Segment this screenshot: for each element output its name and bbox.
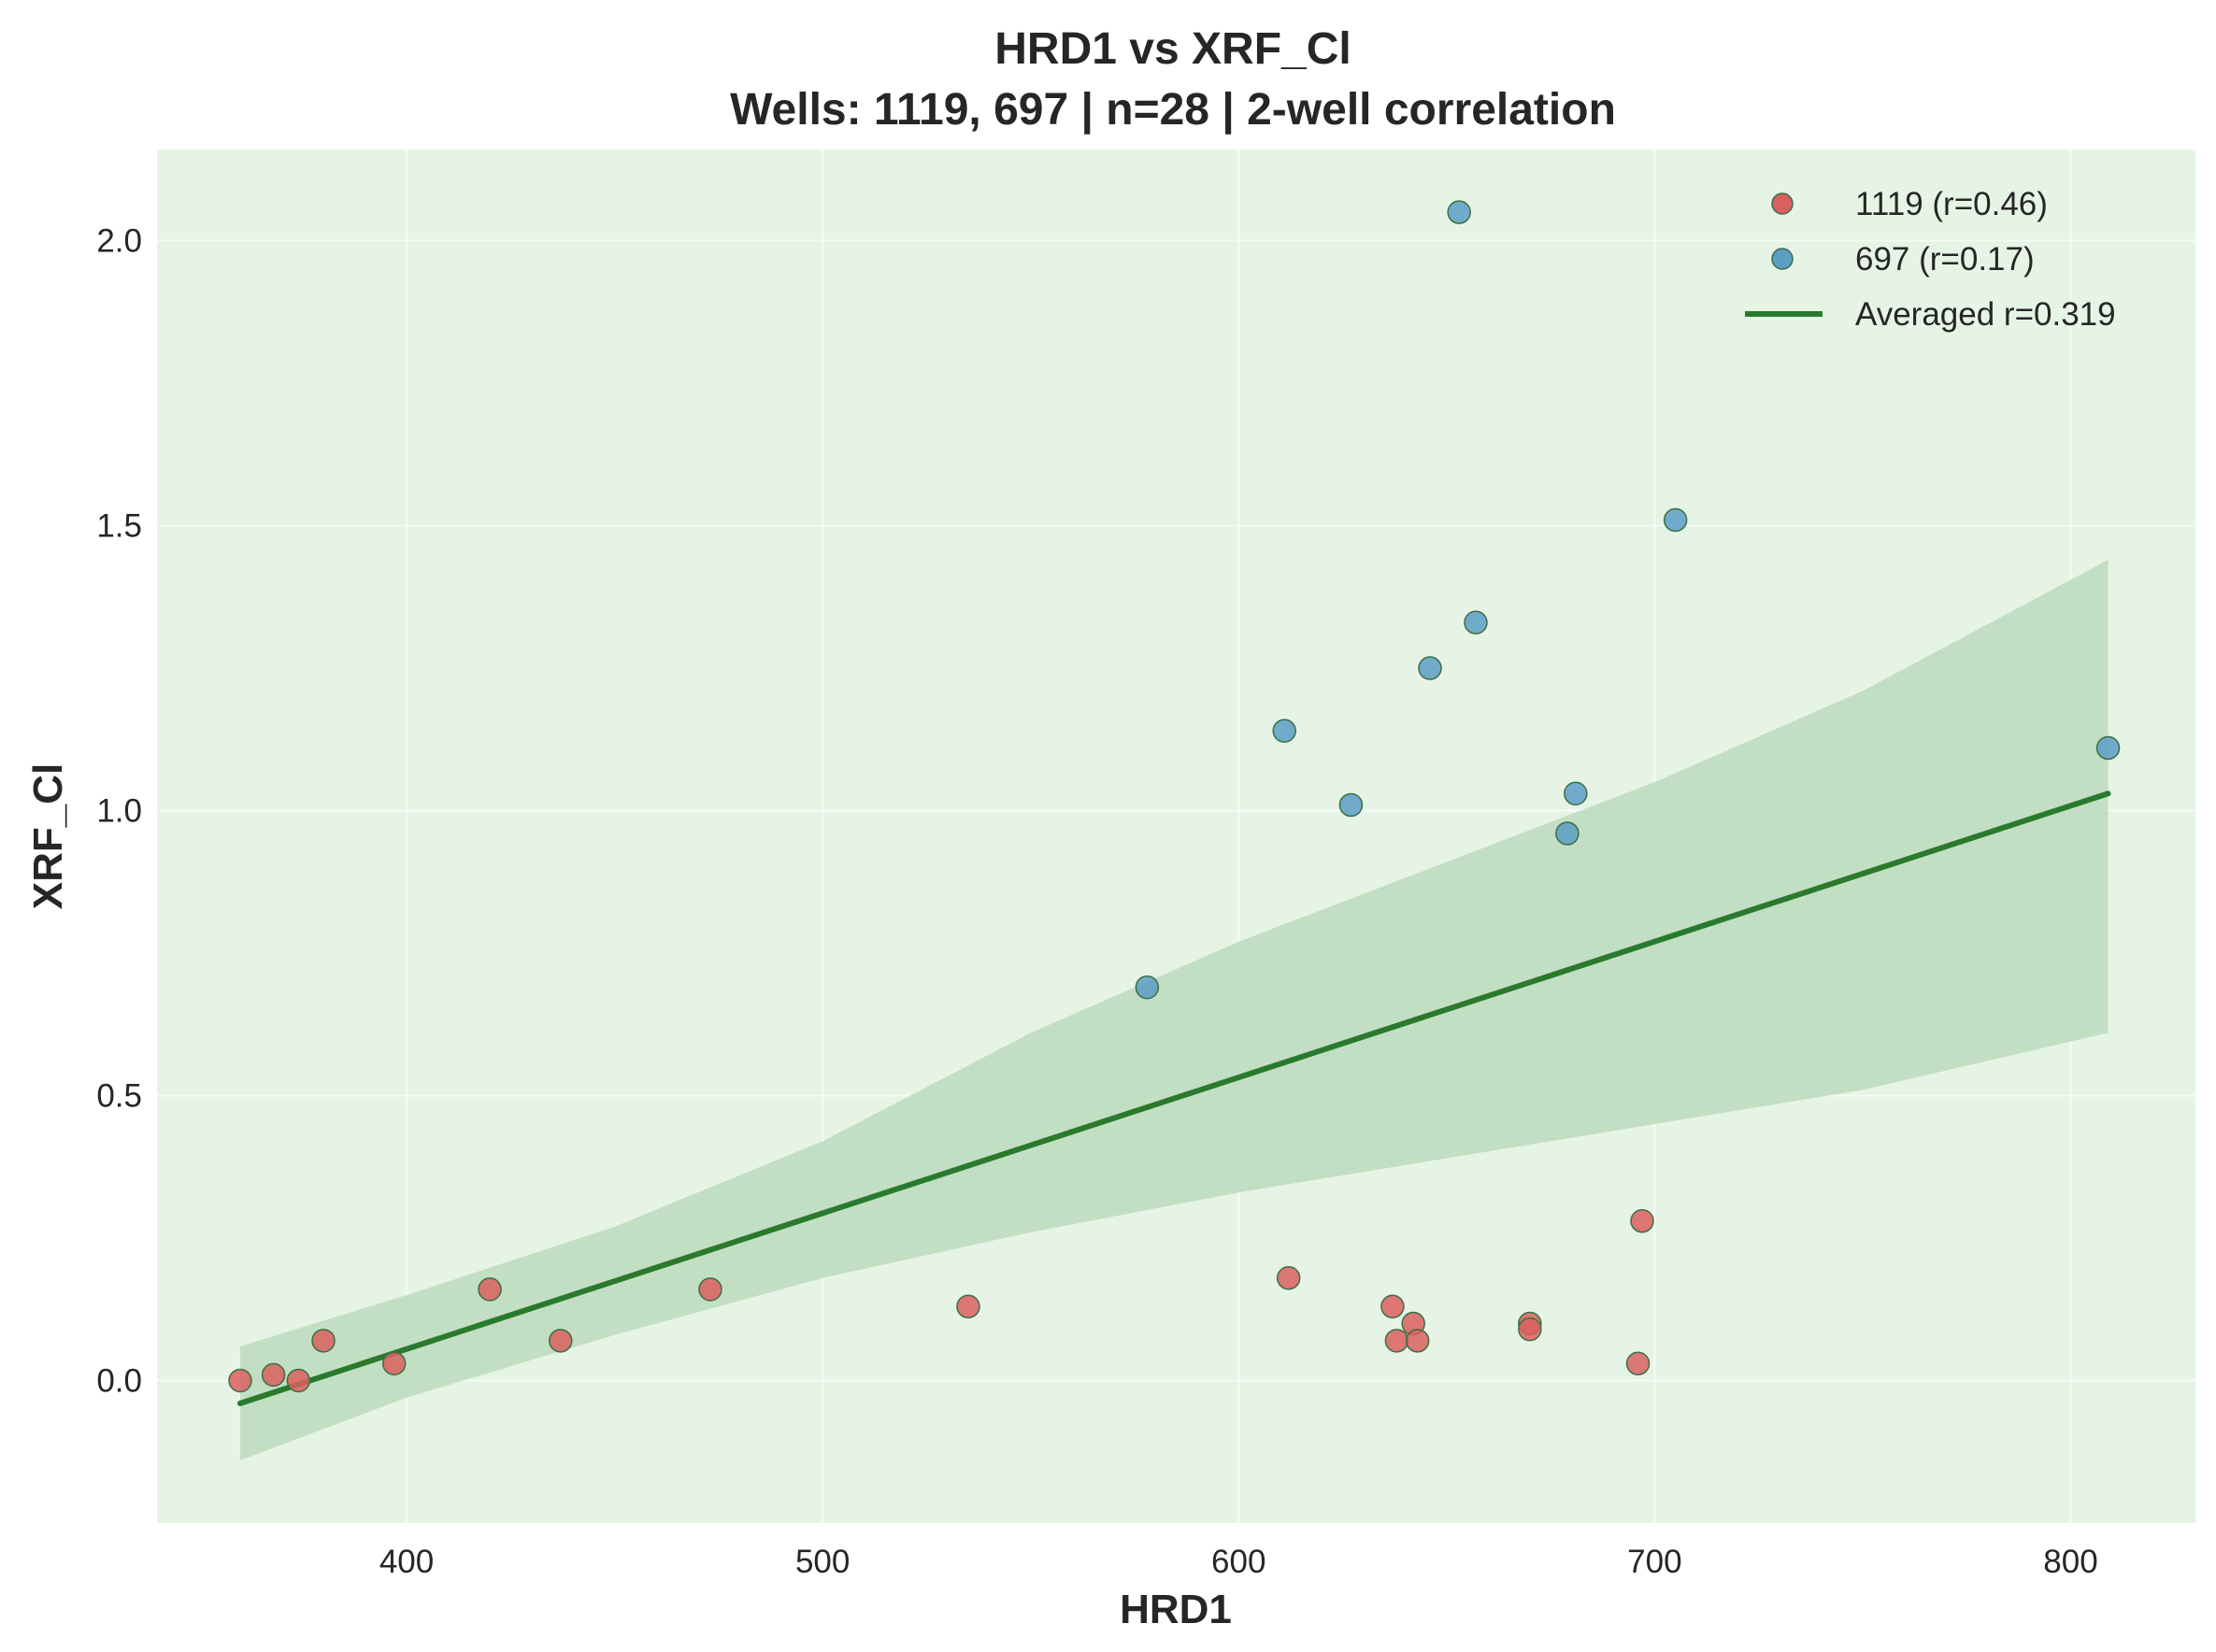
data-point-697	[2095, 735, 2121, 761]
data-point-1119	[228, 1368, 252, 1393]
y-tick-label: 2.0	[96, 223, 142, 260]
chart-subtitle: Wells: 1119, 697 | n=28 | 2-well correla…	[730, 85, 1616, 135]
y-tick-label: 0.5	[96, 1078, 142, 1115]
confidence-band	[240, 560, 2109, 1460]
data-point-697	[1663, 507, 1688, 533]
x-tick-label: 500	[795, 1544, 850, 1580]
legend-label-697: 697 (r=0.17)	[1855, 241, 2035, 278]
data-point-1119	[698, 1277, 722, 1302]
data-point-1119	[1625, 1351, 1651, 1375]
y-axis-label: XRF_Cl	[25, 763, 71, 909]
y-tick-label: 1.5	[96, 508, 142, 545]
x-tick-label: 400	[379, 1544, 434, 1580]
legend-label-1119: 1119 (r=0.46)	[1855, 186, 2048, 222]
data-point-697	[1464, 610, 1488, 635]
data-point-1119	[956, 1294, 980, 1318]
y-tick-label: 1.0	[96, 793, 142, 830]
chart-title: HRD1 vs XRF_Cl	[994, 24, 1351, 74]
data-points	[228, 200, 2121, 1393]
data-point-697	[1564, 781, 1588, 806]
data-point-1119	[1276, 1265, 1301, 1290]
x-tick-label: 800	[2043, 1544, 2097, 1580]
data-point-697	[1447, 200, 1471, 224]
data-point-1119	[1405, 1329, 1430, 1353]
x-tick-label: 600	[1211, 1544, 1265, 1580]
data-point-697	[1418, 656, 1442, 680]
x-axis-label: HRD1	[1120, 1587, 1232, 1632]
legend-marker-1119	[1771, 192, 1794, 215]
data-point-1119	[311, 1329, 336, 1353]
data-point-1119	[548, 1329, 573, 1353]
data-point-697	[1555, 821, 1580, 846]
legend-label-fit: Averaged r=0.319	[1855, 296, 2116, 333]
legend-marker-697	[1771, 248, 1794, 270]
legend: 1119 (r=0.46) 697 (r=0.17) Averaged r=0.…	[1745, 186, 2116, 333]
data-point-1119	[1384, 1329, 1409, 1353]
data-point-1119	[1630, 1208, 1654, 1233]
fit-line	[237, 790, 2111, 1406]
data-point-1119	[381, 1351, 407, 1375]
axis-ticks: 400 500 600 700 800 0.0 0.5 1.0 1.5 2.0	[96, 223, 2097, 1580]
x-tick-label: 700	[1627, 1544, 1681, 1580]
data-point-697	[1135, 975, 1160, 1000]
data-point-1119	[478, 1277, 502, 1302]
grid-lines	[157, 150, 2195, 1523]
data-point-1119	[261, 1362, 286, 1388]
y-tick-label: 0.0	[96, 1363, 142, 1400]
data-point-1119	[286, 1368, 311, 1393]
data-point-1119	[1380, 1294, 1405, 1318]
data-point-1119	[1518, 1317, 1542, 1342]
data-point-697	[1338, 792, 1364, 818]
data-point-697	[1272, 719, 1296, 743]
